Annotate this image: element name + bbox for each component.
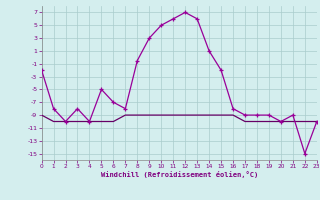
X-axis label: Windchill (Refroidissement éolien,°C): Windchill (Refroidissement éolien,°C): [100, 171, 258, 178]
